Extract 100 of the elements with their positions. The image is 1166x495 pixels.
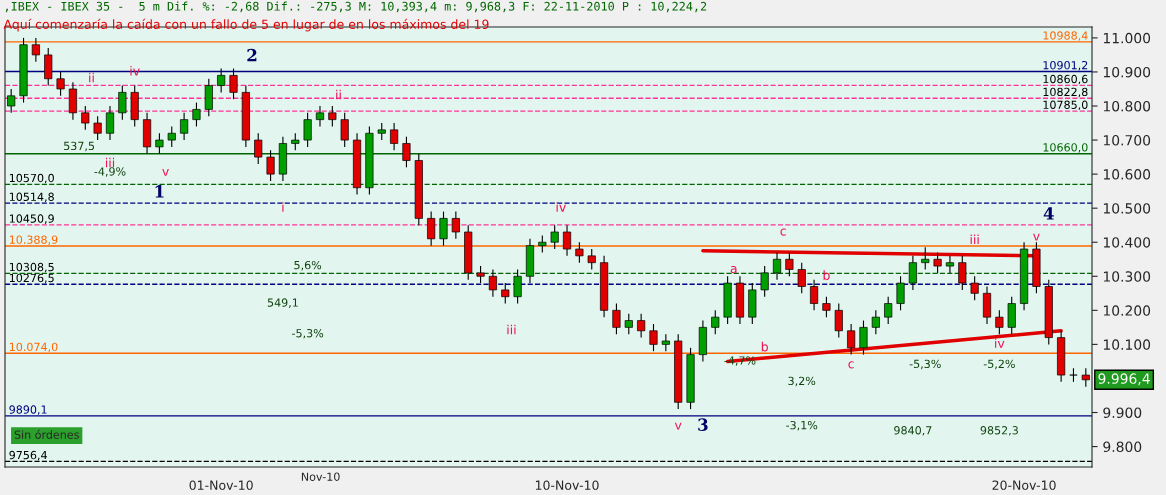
- candlestick: [871, 309, 880, 335]
- y-tick-label: 10.700: [1103, 135, 1151, 146]
- candlestick: [217, 67, 226, 93]
- candlestick: [402, 136, 411, 168]
- candlestick: [859, 320, 868, 356]
- annotation: 537,5: [64, 141, 95, 152]
- annotation: iii: [507, 324, 516, 335]
- candlestick: [427, 211, 436, 247]
- candlestick: [945, 255, 954, 274]
- candlestick: [587, 248, 596, 271]
- candlestick: [562, 224, 572, 257]
- annotation: 5,6%: [294, 260, 322, 271]
- annotation: -5,3%: [909, 359, 941, 370]
- candlestick: [772, 251, 782, 281]
- y-tick-label: 10.200: [1103, 305, 1151, 316]
- annotation: 549,1: [267, 298, 298, 308]
- candlestick: [982, 285, 992, 325]
- ref-line-label: 10570,0: [9, 173, 54, 184]
- candlestick: [118, 85, 127, 121]
- y-tick-label: 10.300: [1103, 271, 1151, 282]
- candlestick: [56, 71, 65, 97]
- annotation: -4,9%: [94, 167, 126, 177]
- candlestick: [513, 268, 522, 305]
- candlestick: [229, 67, 238, 100]
- annotation: ii: [336, 89, 341, 100]
- candlestick: [760, 265, 769, 298]
- candlestick: [31, 37, 40, 63]
- candlestick: [7, 88, 16, 114]
- candlestick: [1007, 296, 1016, 335]
- x-tick-label: 20-Nov-10: [992, 480, 1056, 490]
- candlestick: [340, 112, 349, 148]
- candlestick: [649, 323, 658, 352]
- candlestick: [612, 302, 621, 335]
- candlestick: [834, 302, 843, 339]
- annotation: iv: [995, 338, 1005, 348]
- candlestick: [390, 122, 399, 151]
- annotation: 9840,7: [894, 426, 932, 436]
- ref-line-label: 10785,0: [1043, 100, 1088, 111]
- y-tick-label: 9.800: [1103, 441, 1142, 453]
- candlestick: [68, 81, 77, 121]
- annotation: c: [848, 361, 854, 369]
- annotation: a: [730, 265, 737, 274]
- candlestick: [266, 149, 275, 182]
- candlestick: [797, 262, 806, 294]
- ref-line-label: 10450,9: [9, 214, 54, 224]
- ref-line-label: 9756,4: [9, 450, 47, 461]
- ref-line-label: 10901,2: [1043, 60, 1088, 71]
- candlestick: [439, 211, 448, 247]
- candlestick: [192, 102, 201, 127]
- y-tick-label: 11.000: [1103, 32, 1151, 44]
- annotation: v: [1033, 233, 1040, 241]
- candlestick: [451, 211, 460, 240]
- candlestick: [488, 268, 497, 298]
- annotation: Sin órdenes: [14, 429, 79, 439]
- y-tick-label: 10.100: [1103, 339, 1151, 350]
- candlestick: [884, 296, 893, 325]
- annotation: -5,3%: [292, 329, 324, 339]
- annotation: c: [780, 228, 786, 236]
- annotation: 3: [698, 418, 708, 431]
- candlestick: [575, 241, 584, 264]
- candlestick: [550, 224, 559, 250]
- annotation: v: [674, 422, 682, 430]
- text: Nov-10: [301, 472, 340, 481]
- y-tick-label: 10.600: [1103, 169, 1151, 180]
- candlestick: [204, 78, 213, 117]
- candlestick: [81, 105, 90, 131]
- candlestick: [970, 275, 979, 301]
- candlestick: [315, 105, 325, 127]
- candlestick: [303, 112, 312, 148]
- x-tick-label: 10-Nov-10: [535, 480, 599, 490]
- annotation: ii: [89, 72, 94, 83]
- x-tick-label: 01-Nov-10: [189, 480, 253, 490]
- ref-line-label: 10.388,9: [9, 235, 58, 245]
- chart-subtitle: Aquí comenzaría la caída con un fallo de 5 en lugar de en los máximos del 19: [3, 18, 489, 32]
- annotation: i: [282, 202, 284, 212]
- candlestick: [180, 112, 189, 141]
- ref-line-label: 10860,6: [1043, 74, 1088, 85]
- y-tick-label: 10.800: [1103, 100, 1151, 112]
- ref-line-label: 10276,5: [9, 273, 54, 284]
- ref-line-label: 10514,8: [9, 192, 54, 203]
- ref-line-label: 10308,5: [9, 262, 54, 273]
- candlestick: [637, 313, 646, 339]
- candlestick: [896, 275, 905, 311]
- annotation: 2: [247, 48, 257, 62]
- annotation: iii: [970, 234, 979, 244]
- candlestick: [155, 132, 164, 155]
- y-tick-label: 10.500: [1103, 203, 1151, 214]
- annotation: 1: [155, 185, 164, 198]
- annotation: 3,2%: [788, 376, 816, 387]
- candlestick: [93, 115, 102, 141]
- y-tick-label: 10.900: [1103, 66, 1151, 78]
- candlestick: [328, 105, 337, 127]
- candlestick: [44, 47, 53, 87]
- ref-line-label: 10660,0: [1043, 143, 1088, 153]
- ref-line-label: 9890,1: [9, 405, 47, 415]
- y-tick-label: 10.400: [1103, 237, 1151, 248]
- ref-line-label: 10988,4: [1043, 31, 1088, 41]
- candlestick: [810, 279, 819, 311]
- annotation: v: [162, 169, 169, 176]
- candlestick: [711, 309, 720, 335]
